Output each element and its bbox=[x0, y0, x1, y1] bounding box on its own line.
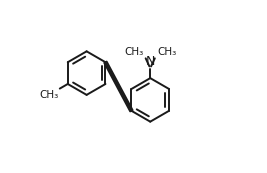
Text: N: N bbox=[146, 55, 155, 68]
Text: CH₃: CH₃ bbox=[157, 47, 176, 57]
Text: CH₃: CH₃ bbox=[40, 90, 59, 100]
Text: CH₃: CH₃ bbox=[124, 47, 143, 57]
